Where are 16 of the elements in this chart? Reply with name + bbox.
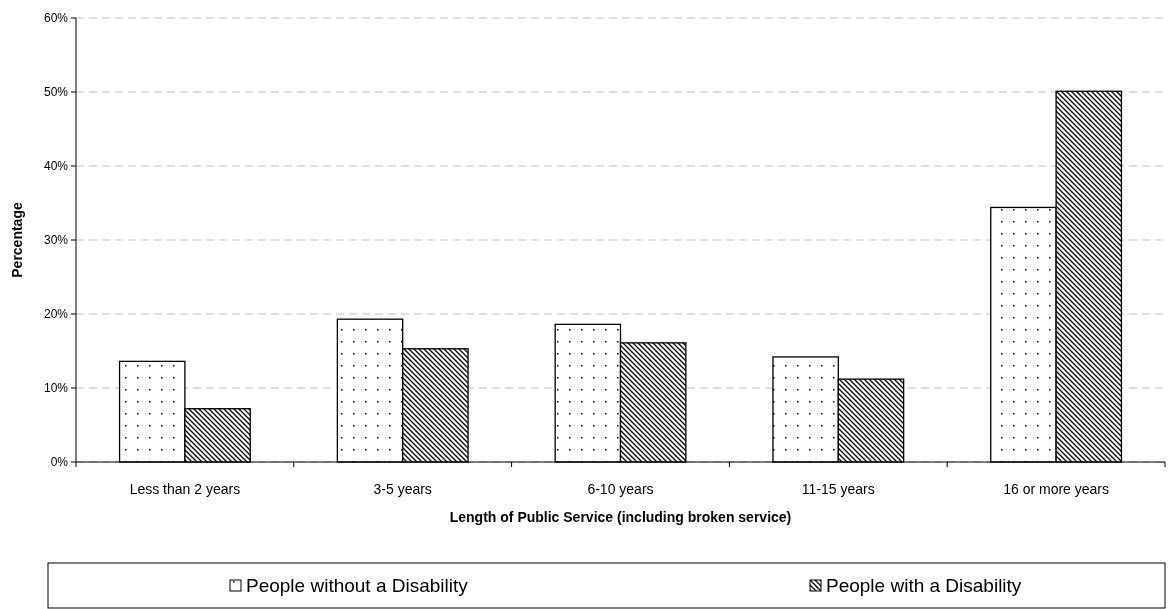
- y-tick-label: 50%: [43, 85, 69, 99]
- y-tick-label: 30%: [43, 233, 69, 247]
- y-tick-label: 40%: [43, 159, 69, 173]
- y-tick-label: 10%: [43, 381, 69, 395]
- legend-label: People with a Disability: [826, 575, 1022, 596]
- x-tick-label: 6-10 years: [587, 481, 654, 497]
- x-tick-label: 16 or more years: [1003, 481, 1110, 497]
- y-axis-title: Percentage: [9, 202, 25, 278]
- x-tick-label: 11-15 years: [801, 481, 875, 497]
- y-tick-label: 0%: [50, 455, 69, 469]
- x-tick-label: 3-5 years: [373, 481, 432, 497]
- y-tick-label: 60%: [43, 11, 69, 25]
- x-tick-label: Less than 2 years: [129, 481, 241, 497]
- x-axis-title: Length of Public Service (including broken service): [449, 509, 792, 525]
- legend-label: People without a Disability: [246, 575, 469, 596]
- y-tick-label: 20%: [43, 307, 69, 321]
